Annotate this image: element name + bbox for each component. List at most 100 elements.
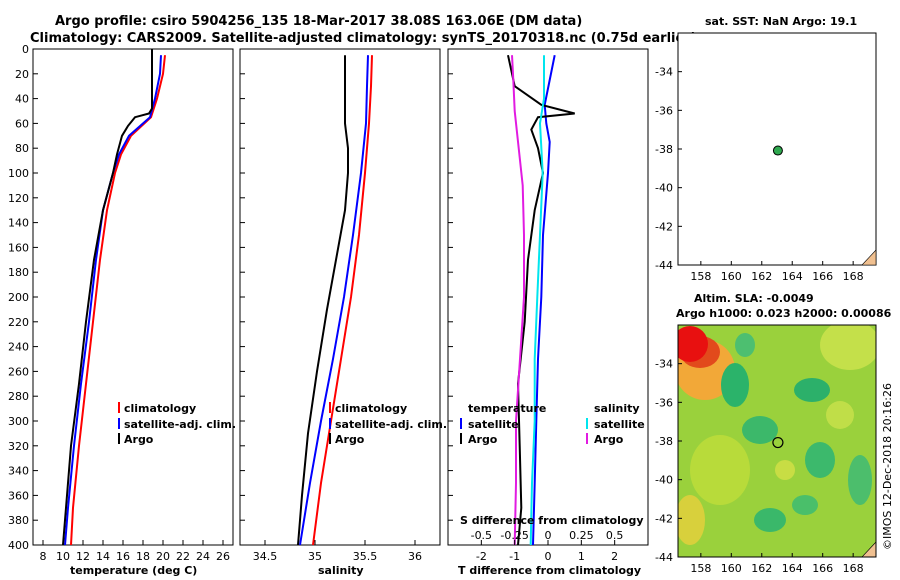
title-line2: Climatology: CARS2009. Satellite-adjuste… <box>30 31 697 46</box>
x-tick-label: 12 <box>76 550 90 563</box>
sst-coastline-patch <box>861 249 876 265</box>
y-tick-label: 360 <box>8 489 29 502</box>
sla-blob <box>678 495 705 545</box>
map-y-tick-label: -42 <box>655 220 673 233</box>
sla-blob <box>820 325 876 370</box>
legend-salinity-title: salinity <box>594 402 640 415</box>
sla-blob <box>848 455 872 505</box>
x-tick-label: 34.5 <box>253 550 278 563</box>
x-tick-label: 16 <box>116 550 130 563</box>
map-y-tick-label: -36 <box>655 396 673 409</box>
x-tick-label: 36 <box>408 550 422 563</box>
map-x-tick-label: 164 <box>782 562 803 575</box>
y-tick-label: 100 <box>8 167 29 180</box>
difference-xlabel: T difference from climatology <box>458 564 641 577</box>
series-s-argo <box>511 55 525 546</box>
map-y-tick-label: -34 <box>655 66 673 79</box>
map-y-tick-label: -42 <box>655 512 673 525</box>
series-t-satellite <box>532 55 556 546</box>
sla-blobs <box>678 325 876 545</box>
sla-blob <box>754 508 786 532</box>
y-tick-label: 380 <box>8 514 29 527</box>
x-tick-label: 1 <box>578 550 585 563</box>
sla-blob <box>678 326 708 362</box>
x-tick-label: 22 <box>176 550 190 563</box>
y-tick-label: 0 <box>22 43 29 56</box>
temperature-legend: climatology satellite-adj. clim. Argo <box>118 402 236 446</box>
map-y-tick-label: -38 <box>655 143 673 156</box>
title-line1: Argo profile: csiro 5904256_135 18-Mar-2… <box>55 14 582 29</box>
x2-tick-label: 0.25 <box>569 529 594 542</box>
map-x-tick-label: 160 <box>721 270 742 283</box>
sst-title: sat. SST: NaN Argo: 19.1 <box>705 15 857 28</box>
sal-legend-climatology: climatology <box>335 402 407 415</box>
x-tick-label: 8 <box>40 550 47 563</box>
sla-field <box>678 325 876 557</box>
y-tick-label: 400 <box>8 539 29 552</box>
salinity-panel: 34.5 35 35.5 36 salinity climatology satell… <box>239 48 447 577</box>
series-s-satellite <box>529 55 545 546</box>
map-x-tick-label: 162 <box>751 562 772 575</box>
x-tick-label: 18 <box>136 550 150 563</box>
sla-blob <box>721 363 749 407</box>
salinity-axes-box <box>239 48 441 546</box>
sla-coastline-patch <box>861 541 876 557</box>
y-tick-label: 40 <box>15 93 29 106</box>
difference-axes-box <box>447 48 649 546</box>
y-tick-label: 340 <box>8 465 29 478</box>
salinity-xlabel: salinity <box>318 564 364 577</box>
sal-legend-argo: Argo <box>335 433 365 446</box>
sla-blob <box>805 442 835 478</box>
sla-blob <box>794 378 830 402</box>
legend-climatology: climatology <box>124 402 196 415</box>
y-tick-label: 260 <box>8 365 29 378</box>
legend-s-satellite: satellite <box>594 418 645 431</box>
x-tick-label: 0 <box>545 550 552 563</box>
map-y-tick-label: -40 <box>655 474 673 487</box>
series-climatology <box>70 55 166 546</box>
y-tick-label: 220 <box>8 316 29 329</box>
x-tick-label: -2 <box>476 550 487 563</box>
y-tick-label: 60 <box>15 117 29 130</box>
x-tick-label: 24 <box>196 550 210 563</box>
map-x-tick-label: 166 <box>812 270 833 283</box>
map-x-tick-label: 158 <box>690 270 711 283</box>
map-x-tick-label: 160 <box>721 562 742 575</box>
series-climatology <box>312 55 373 546</box>
legend-satellite: satellite-adj. clim. <box>124 418 236 431</box>
map-y-tick-label: -44 <box>655 551 673 564</box>
map-x-tick-label: 166 <box>812 562 833 575</box>
sla-blob <box>826 401 854 429</box>
legend-argo: Argo <box>124 433 154 446</box>
series-argo <box>62 49 153 546</box>
map-x-tick-label: 168 <box>843 562 864 575</box>
x-tick-label: 2 <box>611 550 618 563</box>
sst-map-panel: sat. SST: NaN Argo: 19.1 158 160 162 164 166… <box>655 15 877 283</box>
sla-map-panel: Altim. SLA: -0.0049 Argo h1000: 0.023 h2… <box>655 292 892 575</box>
y-tick-label: 140 <box>8 217 29 230</box>
y-tick-label: 300 <box>8 415 29 428</box>
x-tick-label: -1 <box>509 550 520 563</box>
sst-float-marker <box>772 145 783 156</box>
x-tick-label: 35 <box>308 550 322 563</box>
x-tick-label: 26 <box>216 550 230 563</box>
x-tick-label: 20 <box>156 550 170 563</box>
sla-blob <box>742 416 778 444</box>
map-x-tick-label: 158 <box>690 562 711 575</box>
sla-title-line1: Altim. SLA: -0.0049 <box>694 292 814 305</box>
sla-blob <box>690 435 750 505</box>
salinity-legend: climatology satellite-adj. clim. Argo <box>329 402 447 446</box>
map-y-tick-label: -40 <box>655 182 673 195</box>
y-tick-label: 280 <box>8 390 29 403</box>
x-tick-label: 14 <box>96 550 110 563</box>
x-tick-label: 35.5 <box>353 550 378 563</box>
temperature-panel: 8 10 12 14 16 18 20 22 24 26 0 20 40 60 80 100 120 140 16… <box>8 43 236 577</box>
legend-temperature-title: temperature <box>468 402 546 415</box>
y-tick-label: 20 <box>15 68 29 81</box>
y-tick-label: 240 <box>8 341 29 354</box>
y-tick-label: 80 <box>15 142 29 155</box>
y-tick-label: 200 <box>8 291 29 304</box>
sal-legend-satellite: satellite-adj. clim. <box>335 418 447 431</box>
legend-t-argo: Argo <box>468 433 498 446</box>
